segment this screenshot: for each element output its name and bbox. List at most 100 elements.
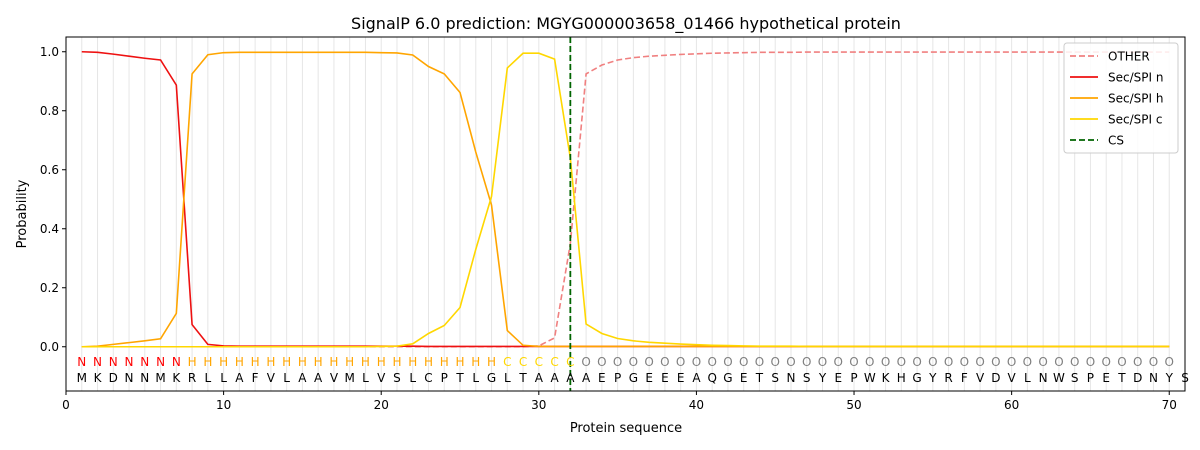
residue-label: M: [155, 371, 165, 385]
residue-label: R: [188, 371, 196, 385]
region-label: O: [1149, 355, 1158, 369]
residue-label: W: [1053, 371, 1065, 385]
region-label: O: [786, 355, 795, 369]
region-label: H: [235, 355, 244, 369]
residue-label: K: [172, 371, 181, 385]
y-tick-label: 0.0: [40, 340, 59, 354]
residue-label: L: [362, 371, 369, 385]
region-label: H: [219, 355, 228, 369]
y-axis-ticks: 0.0 0.2 0.4 0.6 0.8 1.0: [40, 45, 66, 354]
residue-label: K: [94, 371, 103, 385]
residue-label: E: [645, 371, 653, 385]
residue-label: V: [1008, 371, 1017, 385]
residue-label: T: [518, 371, 527, 385]
residue-label: L: [409, 371, 416, 385]
residue-label: T: [755, 371, 764, 385]
region-label: O: [897, 355, 906, 369]
region-label: O: [1023, 355, 1032, 369]
x-tick-label: 30: [531, 398, 546, 412]
residue-label: E: [677, 371, 685, 385]
residue-label: L: [283, 371, 290, 385]
x-tick-label: 10: [216, 398, 231, 412]
region-label: O: [881, 355, 890, 369]
residue-label: A: [235, 371, 244, 385]
residue-label: A: [298, 371, 307, 385]
residue-label: N: [1039, 371, 1048, 385]
region-label: O: [629, 355, 638, 369]
residue-label: E: [1102, 371, 1110, 385]
residue-label: N: [1149, 371, 1158, 385]
region-label: H: [251, 355, 260, 369]
chart-title: SignalP 6.0 prediction: MGYG000003658_01…: [351, 14, 901, 34]
region-label: N: [172, 355, 181, 369]
region-label: O: [1165, 355, 1174, 369]
residue-label: Y: [928, 371, 937, 385]
residue-label: G: [629, 371, 638, 385]
region-label: C: [535, 355, 543, 369]
series-layer: [81, 37, 1170, 391]
residue-label: V: [267, 371, 276, 385]
y-axis-label: Probability: [15, 179, 30, 248]
region-label: O: [912, 355, 921, 369]
legend-entry: OTHER: [1108, 50, 1150, 64]
legend-entry: Sec/SPI h: [1108, 92, 1163, 106]
region-label: H: [424, 355, 433, 369]
region-label: N: [156, 355, 165, 369]
region-label: O: [834, 355, 843, 369]
region-label: C: [519, 355, 527, 369]
residue-label: Y: [1165, 371, 1174, 385]
region-label: O: [1133, 355, 1142, 369]
region-label: N: [77, 355, 86, 369]
residue-label: G: [723, 371, 732, 385]
region-label: O: [1038, 355, 1047, 369]
residue-label: N: [125, 371, 134, 385]
residue-label: D: [991, 371, 1000, 385]
residue-label: E: [834, 371, 842, 385]
region-label: N: [140, 355, 149, 369]
region-label: N: [93, 355, 102, 369]
region-label: O: [660, 355, 669, 369]
residue-label: D: [109, 371, 118, 385]
region-label: O: [1117, 355, 1126, 369]
residue-label: M: [77, 371, 87, 385]
series-line-sec-spi-c: [81, 52, 1170, 348]
residue-label: M: [345, 371, 355, 385]
residue-label: A: [314, 371, 323, 385]
residue-label: V: [976, 371, 985, 385]
residue-label: F: [961, 371, 968, 385]
region-label: O: [581, 355, 590, 369]
region-label: N: [109, 355, 118, 369]
sequence-labels: NMNKNDNNNNNMNKHRHLHLHAHFHVHLHAHAHVHMHLHV…: [77, 355, 1189, 385]
residue-label: E: [598, 371, 606, 385]
residue-label: W: [864, 371, 876, 385]
region-label: O: [692, 355, 701, 369]
region-label: O: [991, 355, 1000, 369]
region-label: H: [440, 355, 449, 369]
x-tick-label: 70: [1162, 398, 1177, 412]
residue-label: H: [897, 371, 906, 385]
region-label: O: [1070, 355, 1079, 369]
residue-label: Y: [818, 371, 827, 385]
region-label: O: [1086, 355, 1095, 369]
residue-label: N: [786, 371, 795, 385]
legend-entry: Sec/SPI c: [1108, 113, 1162, 127]
residue-label: A: [566, 371, 575, 385]
region-label: N: [125, 355, 134, 369]
sequence-gridlines: [81, 37, 1186, 391]
residue-label: P: [850, 371, 857, 385]
residue-label: D: [1133, 371, 1142, 385]
region-label: H: [314, 355, 323, 369]
residue-label: A: [550, 371, 559, 385]
region-label: H: [298, 355, 307, 369]
region-label: O: [676, 355, 685, 369]
region-label: H: [408, 355, 417, 369]
region-label: H: [345, 355, 354, 369]
region-label: H: [329, 355, 338, 369]
region-label: O: [849, 355, 858, 369]
residue-label: P: [441, 371, 448, 385]
x-tick-label: 20: [374, 398, 389, 412]
region-label: O: [755, 355, 764, 369]
region-label: O: [644, 355, 653, 369]
y-tick-label: 0.2: [40, 281, 59, 295]
